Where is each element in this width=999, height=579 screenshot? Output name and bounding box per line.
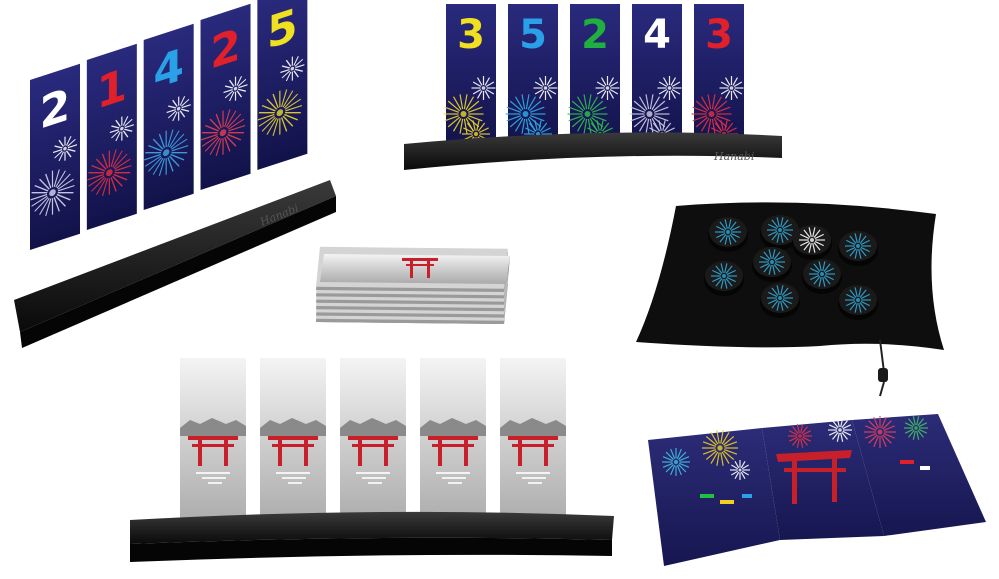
card-top-5: 3	[691, 4, 744, 150]
board-torii-icon	[776, 450, 852, 504]
firework-burst	[257, 89, 302, 136]
firework-token	[792, 225, 832, 260]
firework-token	[802, 259, 842, 294]
card-left-1: 2	[30, 63, 80, 250]
torii-icon	[188, 436, 238, 466]
card-number: 1	[97, 58, 128, 120]
bag-drawstring	[878, 339, 888, 397]
firework-burst	[595, 76, 620, 100]
token-bag	[636, 202, 944, 397]
firework-token	[838, 285, 878, 320]
card-number: 2	[40, 78, 71, 140]
firework-burst	[144, 129, 189, 176]
firework-burst	[711, 263, 737, 289]
card-number: 3	[457, 12, 485, 58]
firework-burst	[864, 416, 896, 448]
game-board	[648, 414, 986, 566]
card-number: 2	[210, 18, 241, 80]
firework-burst	[280, 56, 305, 82]
bottom-card-stand	[130, 358, 614, 562]
firework-burst	[759, 249, 785, 275]
firework-burst	[845, 287, 871, 313]
firework-burst	[223, 76, 248, 102]
firework-token	[838, 231, 878, 266]
card-back-5	[500, 358, 566, 528]
firework-burst	[788, 424, 812, 448]
firework-burst	[30, 169, 75, 216]
firework-burst	[657, 76, 682, 100]
torii-icon	[268, 436, 318, 466]
firework-burst	[53, 136, 77, 162]
card-left-3: 4	[143, 23, 194, 210]
firework-burst	[109, 116, 134, 142]
top-stand-brand: Hanabi	[713, 150, 754, 163]
firework-token	[708, 217, 748, 252]
firework-burst	[767, 217, 793, 243]
card-left-4: 2	[200, 3, 251, 190]
torii-icon	[428, 436, 478, 466]
card-number: 5	[519, 12, 547, 58]
card-number: 2	[581, 12, 609, 58]
firework-burst	[662, 448, 690, 476]
firework-burst	[715, 219, 741, 245]
card-top-1: 3	[443, 4, 496, 150]
firework-burst	[201, 109, 246, 156]
firework-burst	[845, 233, 871, 259]
torii-icon	[508, 436, 558, 466]
firework-burst	[87, 149, 132, 196]
card-number: 4	[153, 38, 184, 100]
left-stand-front	[20, 196, 336, 348]
board-panel-middle	[762, 420, 884, 540]
card-number: 4	[643, 12, 671, 58]
card-number: 3	[705, 12, 733, 58]
firework-burst	[702, 430, 738, 466]
card-top-2: 5	[505, 4, 558, 150]
firework-burst	[730, 460, 750, 480]
card-back-4	[420, 358, 486, 528]
deck-torii-icon	[402, 258, 438, 278]
firework-burst	[471, 76, 496, 100]
card-back-3	[340, 358, 406, 528]
card-top-3: 2	[567, 4, 620, 150]
firework-burst	[767, 285, 793, 311]
firework-burst	[719, 76, 744, 100]
firework-burst	[799, 227, 825, 253]
card-left-5: 5	[257, 0, 308, 170]
firework-token	[760, 283, 800, 318]
torii-icon	[348, 436, 398, 466]
firework-burst	[809, 261, 835, 287]
deck-top-card	[320, 254, 510, 284]
board-token-tracks	[700, 460, 930, 504]
firework-burst	[533, 76, 558, 100]
bottom-stand-base	[130, 511, 614, 544]
left-stand-base	[14, 180, 336, 332]
firework-burst	[828, 418, 852, 442]
card-back-1	[180, 358, 246, 528]
card-deck-stack	[316, 246, 510, 324]
card-left-2: 1	[86, 43, 137, 230]
card-back-2	[260, 358, 326, 528]
firework-burst	[505, 94, 546, 134]
firework-burst	[904, 416, 928, 440]
firework-token	[704, 261, 744, 296]
firework-token	[752, 247, 792, 282]
card-number: 5	[267, 0, 298, 60]
firework-token	[760, 215, 800, 250]
firework-burst	[166, 96, 191, 122]
top-stand-base	[404, 132, 782, 170]
card-top-4: 4	[629, 4, 682, 150]
